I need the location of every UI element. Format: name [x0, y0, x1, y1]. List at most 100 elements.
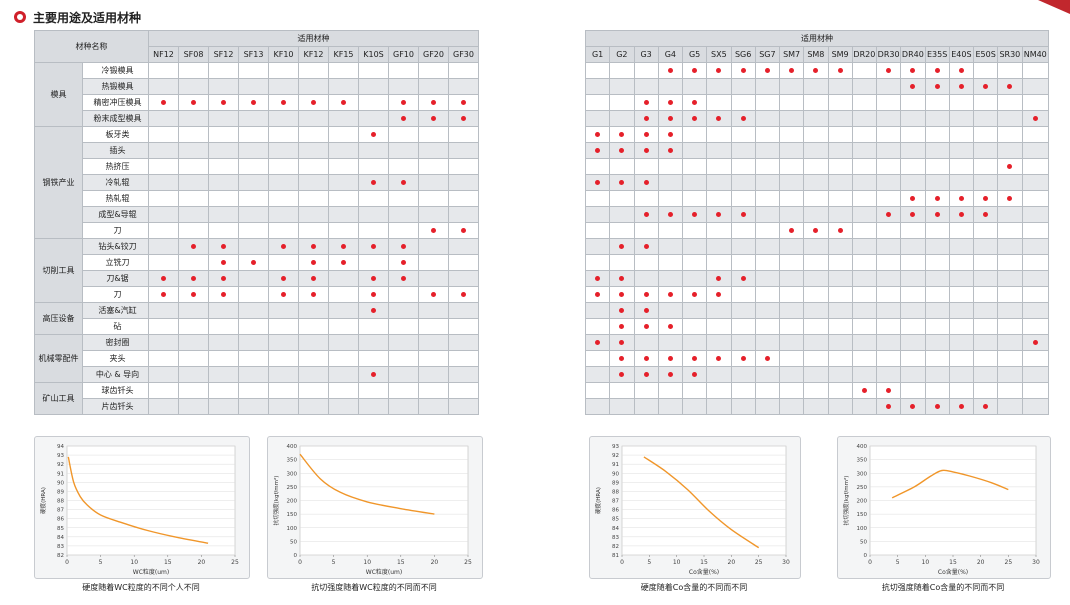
dot-marker [431, 227, 436, 233]
table-row [584, 206, 1049, 223]
dot-marker [191, 275, 196, 281]
mark-cell [1021, 158, 1049, 175]
dot-marker [667, 371, 673, 377]
mark-cell [238, 142, 269, 159]
dot-marker [431, 291, 436, 297]
y-tick-label: 91 [57, 471, 64, 477]
mark-cell [730, 126, 756, 143]
mark-cell [681, 62, 708, 79]
mark-cell [997, 302, 1023, 319]
mark-cell [681, 142, 708, 159]
mark-cell [706, 350, 732, 367]
mark-cell [900, 142, 926, 159]
mark-cell [238, 334, 269, 351]
mark-cell [827, 254, 853, 271]
mark-cell [584, 126, 611, 143]
mark-cell [148, 126, 179, 143]
column-header: KF10 [268, 46, 299, 63]
mark-cell [298, 302, 329, 319]
y-tick-label: 91 [612, 462, 619, 468]
application-cell: 热锻模具 [82, 78, 149, 95]
mark-cell [328, 158, 359, 175]
mark-cell [448, 366, 479, 383]
mark-cell [609, 158, 635, 175]
header-row: 材种名称 适用材种 [34, 30, 479, 63]
mark-cell [268, 126, 299, 143]
x-tick-label: 15 [949, 559, 957, 566]
column-header-row: G1 G2 G3 G4 G5 SX5 SG6 SG7 SM7 SM8 SM9 DR20 DR30 DR40… [584, 46, 1049, 63]
mark-cell [900, 382, 926, 399]
section-header: 主要用途及适用材种 [14, 6, 141, 28]
table-row: 砧 [35, 318, 479, 335]
dot-marker [311, 291, 316, 297]
mark-cell [388, 78, 419, 95]
column-header: G5 [681, 46, 708, 63]
mark-cell [778, 270, 805, 287]
mark-cell [730, 174, 756, 191]
mark-cell [948, 318, 975, 335]
mark-cell [924, 238, 950, 255]
mark-cell [972, 206, 999, 223]
mark-cell [827, 382, 853, 399]
dot-marker [251, 259, 256, 265]
series-line [67, 456, 209, 544]
mark-cell [584, 78, 611, 95]
mark-cell [1021, 190, 1049, 207]
mark-cell [298, 94, 329, 111]
mark-cell [803, 302, 829, 319]
chart-caption: 硬度随着WC粒度的不同个人不同 [82, 583, 200, 592]
mark-cell [238, 238, 269, 255]
application-cell: 立铣刀 [82, 254, 149, 271]
mark-cell [388, 382, 419, 399]
mark-cell [268, 94, 299, 111]
mark-cell [875, 190, 902, 207]
mark-cell [827, 78, 853, 95]
mark-cell [178, 174, 209, 191]
mark-cell [754, 302, 781, 319]
mark-cell [584, 206, 611, 223]
column-header: K10S [358, 46, 389, 63]
mark-cell [298, 174, 329, 191]
table-row [584, 142, 1049, 159]
mark-cell [268, 254, 299, 271]
mark-cell [875, 110, 902, 127]
mark-cell [298, 158, 329, 175]
mark-cell [997, 94, 1023, 111]
mark-cell [148, 78, 179, 95]
mark-cell [900, 222, 926, 239]
mark-cell [328, 318, 359, 335]
mark-cell [972, 318, 999, 335]
mark-cell [584, 270, 611, 287]
mark-cell [972, 382, 999, 399]
mark-cell [900, 270, 926, 287]
mark-cell [418, 222, 449, 239]
mark-cell [358, 142, 389, 159]
column-header: GF10 [388, 46, 419, 63]
mark-cell [730, 366, 756, 383]
table-row [584, 350, 1049, 367]
dot-marker [401, 275, 406, 281]
mark-cell [997, 270, 1023, 287]
mark-cell [827, 94, 853, 111]
mark-cell [584, 222, 611, 239]
y-tick-label: 86 [57, 517, 64, 523]
y-tick-label: 350 [287, 458, 298, 464]
dot-marker [619, 339, 625, 345]
mark-cell [681, 238, 708, 255]
mark-cell [148, 62, 179, 79]
mark-cell [778, 398, 805, 415]
mark-cell [997, 398, 1023, 415]
mark-cell [851, 62, 878, 79]
dot-marker [619, 371, 625, 377]
mark-cell [706, 126, 732, 143]
mark-cell [1021, 286, 1049, 303]
mark-cell [298, 350, 329, 367]
mark-cell [358, 318, 389, 335]
x-tick-label: 20 [977, 559, 985, 566]
dot-marker [401, 115, 406, 121]
mark-cell [148, 238, 179, 255]
dot-marker [643, 243, 649, 249]
mark-cell [178, 158, 209, 175]
mark-cell [754, 222, 781, 239]
dot-marker [667, 291, 673, 297]
